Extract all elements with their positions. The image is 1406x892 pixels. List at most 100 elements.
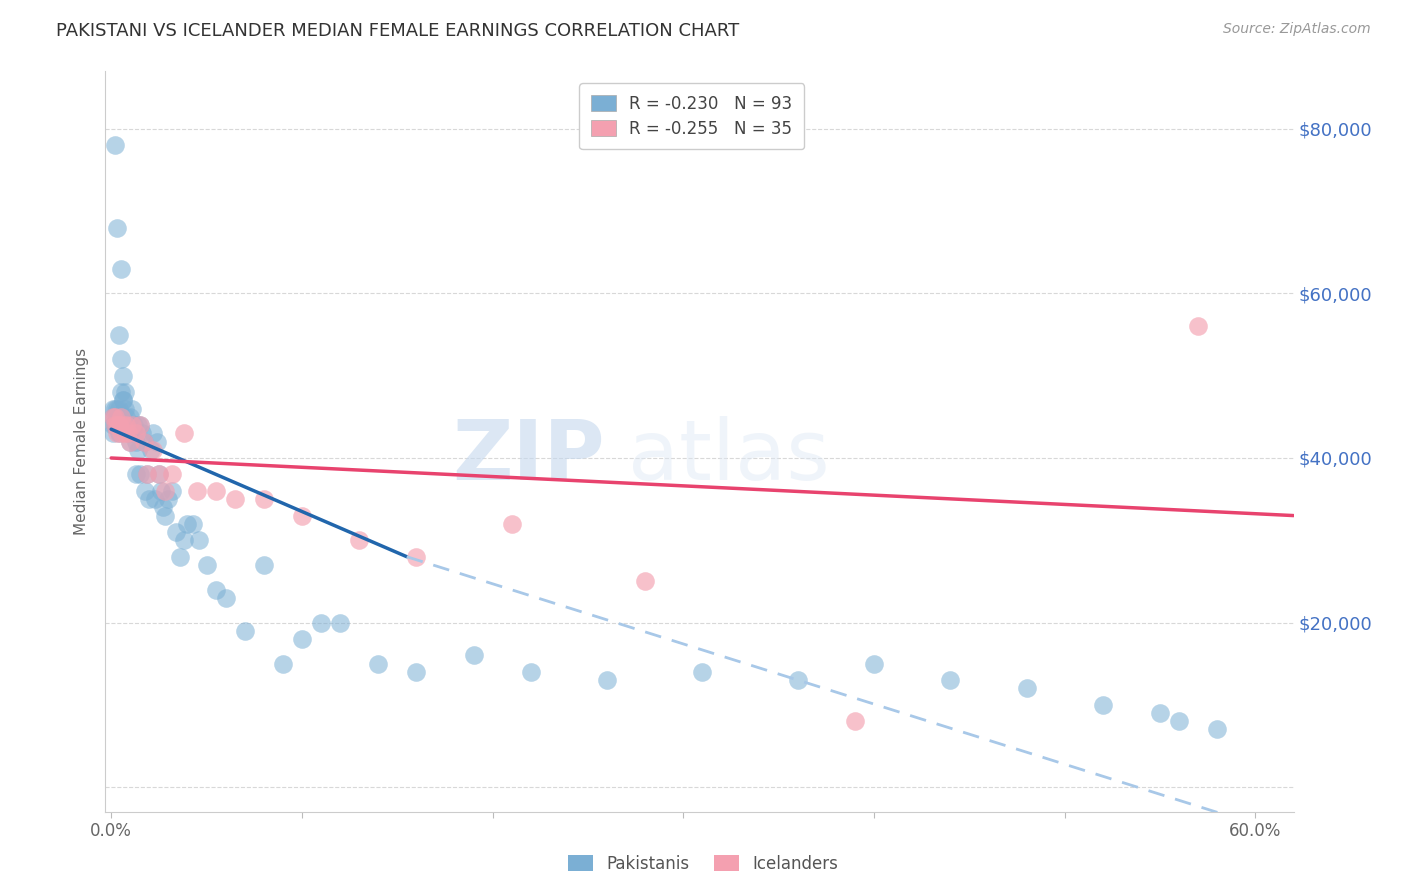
Point (844, 714, 866, 729)
Point (157, 492, 180, 507)
Point (101, 426, 124, 441)
Point (148, 467, 170, 482)
Point (136, 467, 159, 482)
Point (134, 483, 156, 498)
Point (127, 442, 149, 457)
Point (939, 673, 962, 687)
Point (136, 467, 159, 482)
Point (186, 483, 208, 498)
Point (125, 426, 148, 441)
Point (501, 516, 523, 531)
Point (1091, 698, 1114, 712)
Point (463, 648, 485, 663)
Point (104, 138, 127, 153)
Point (105, 409, 128, 424)
Point (128, 467, 150, 482)
Point (596, 673, 619, 687)
Point (122, 418, 145, 433)
Point (160, 467, 183, 482)
Point (863, 657, 886, 671)
Point (121, 418, 143, 433)
Point (173, 426, 195, 441)
Point (114, 401, 136, 416)
Point (125, 434, 148, 449)
Point (152, 500, 174, 515)
Point (692, 665, 714, 679)
Point (786, 673, 808, 687)
Point (101, 418, 124, 433)
Point (101, 409, 124, 424)
Point (132, 434, 155, 449)
Point (111, 393, 134, 408)
Point (214, 591, 236, 605)
Point (110, 418, 132, 433)
Point (120, 434, 142, 449)
Point (205, 582, 228, 597)
Point (117, 418, 139, 433)
Point (107, 418, 129, 433)
Point (1206, 723, 1229, 737)
Point (105, 220, 128, 235)
Point (107, 401, 129, 416)
Point (107, 327, 129, 342)
Point (111, 418, 134, 433)
Point (104, 401, 127, 416)
Point (111, 418, 134, 433)
Point (1168, 714, 1191, 729)
Point (110, 261, 132, 276)
Point (195, 558, 218, 572)
Text: PAKISTANI VS ICELANDER MEDIAN FEMALE EARNINGS CORRELATION CHART: PAKISTANI VS ICELANDER MEDIAN FEMALE EAR… (56, 22, 740, 40)
Point (347, 533, 370, 548)
Point (132, 434, 155, 449)
Point (181, 516, 204, 531)
Text: ZIP: ZIP (451, 416, 605, 497)
Point (107, 418, 129, 433)
Point (173, 533, 195, 548)
Y-axis label: Median Female Earnings: Median Female Earnings (75, 348, 90, 535)
Point (1015, 681, 1038, 696)
Point (110, 385, 132, 400)
Point (120, 409, 142, 424)
Point (121, 418, 143, 433)
Point (114, 426, 136, 441)
Point (309, 615, 332, 630)
Point (115, 418, 138, 433)
Point (117, 418, 139, 433)
Point (110, 409, 132, 424)
Point (169, 549, 191, 564)
Point (405, 665, 427, 679)
Point (115, 418, 138, 433)
Point (165, 524, 187, 539)
Point (117, 426, 139, 441)
Point (367, 657, 389, 671)
Legend: R = -0.230   N = 93, R = -0.255   N = 35: R = -0.230 N = 93, R = -0.255 N = 35 (579, 83, 804, 149)
Point (153, 483, 176, 498)
Point (187, 533, 209, 548)
Point (141, 442, 163, 457)
Point (115, 418, 138, 433)
Point (149, 483, 172, 498)
Point (104, 418, 127, 433)
Point (111, 393, 134, 408)
Text: atlas: atlas (628, 416, 830, 497)
Point (291, 632, 314, 646)
Point (120, 434, 142, 449)
Point (1187, 319, 1209, 334)
Point (1149, 706, 1171, 720)
Point (271, 657, 294, 671)
Point (110, 409, 132, 424)
Point (148, 467, 170, 482)
Point (110, 352, 132, 367)
Point (111, 368, 134, 383)
Point (104, 418, 127, 433)
Point (117, 426, 139, 441)
Point (105, 426, 128, 441)
Point (114, 418, 136, 433)
Point (104, 409, 127, 424)
Point (114, 385, 136, 400)
Point (176, 516, 198, 531)
Point (128, 418, 150, 433)
Point (142, 426, 165, 441)
Point (153, 508, 176, 523)
Point (101, 409, 124, 424)
